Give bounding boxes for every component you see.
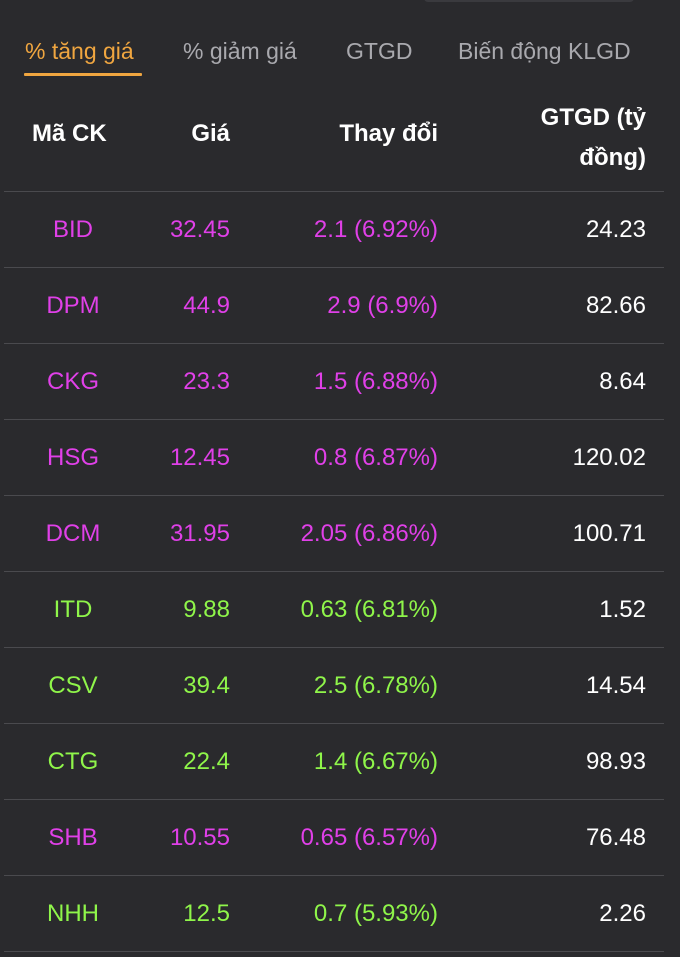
stock-change: 0.8 (6.87%) bbox=[313, 444, 438, 471]
stock-code[interactable]: BID bbox=[52, 216, 93, 243]
stock-gtgd: 14.54 bbox=[585, 672, 646, 699]
stock-code[interactable]: DPM bbox=[46, 292, 100, 319]
stock-change: 2.9 (6.9%) bbox=[327, 292, 438, 319]
tab-percent-increase[interactable]: % tăng giá bbox=[25, 38, 134, 64]
stock-code[interactable]: CKG bbox=[46, 368, 99, 395]
stock-code[interactable]: ITD bbox=[53, 596, 93, 623]
top-handle bbox=[424, 0, 634, 2]
table-row[interactable]: ITD 9.88 0.63 (6.81%) 1.52 bbox=[4, 572, 664, 648]
header-code[interactable]: Mã CK bbox=[32, 120, 107, 147]
stock-gtgd: 76.48 bbox=[585, 824, 646, 851]
stock-gtgd: 120.02 bbox=[572, 444, 646, 471]
active-tab-indicator bbox=[24, 73, 142, 76]
stock-code[interactable]: CSV bbox=[48, 672, 98, 699]
table-row[interactable]: NHH 12.5 0.7 (5.93%) 2.26 bbox=[4, 876, 664, 952]
stock-change: 0.63 (6.81%) bbox=[300, 596, 438, 623]
stock-change: 2.1 (6.92%) bbox=[313, 216, 438, 243]
table-row[interactable]: DPM 44.9 2.9 (6.9%) 82.66 bbox=[4, 268, 664, 344]
stock-table: Mã CK Giá Thay đổi GTGD (tỷ đồng) BID 32.… bbox=[4, 90, 664, 952]
stock-gtgd: 24.23 bbox=[585, 216, 646, 243]
stock-code[interactable]: CTG bbox=[47, 748, 99, 775]
table-row[interactable]: DCM 31.95 2.05 (6.86%) 100.71 bbox=[4, 496, 664, 572]
stock-price: 39.4 bbox=[183, 672, 230, 699]
table-body: BID 32.45 2.1 (6.92%) 24.23 DPM 44.9 2.9 (6.9%… bbox=[4, 192, 664, 952]
stock-code[interactable]: HSG bbox=[46, 444, 99, 471]
stock-price: 22.4 bbox=[183, 748, 230, 775]
stock-price: 44.9 bbox=[183, 292, 230, 319]
stock-price: 31.95 bbox=[169, 520, 230, 547]
stock-gtgd: 98.93 bbox=[585, 748, 646, 775]
stock-gtgd: 1.52 bbox=[599, 596, 646, 623]
stock-price: 10.55 bbox=[169, 824, 230, 851]
stock-price: 32.45 bbox=[169, 216, 230, 243]
stock-gtgd: 2.26 bbox=[599, 900, 646, 927]
tab-volume-change[interactable]: Biến động KLGD bbox=[458, 38, 631, 64]
tab-percent-decrease[interactable]: % giảm giá bbox=[183, 38, 297, 64]
table-row[interactable]: BID 32.45 2.1 (6.92%) 24.23 bbox=[4, 192, 664, 268]
stock-gtgd: 8.64 bbox=[599, 368, 646, 395]
stock-price: 23.3 bbox=[183, 368, 230, 395]
table-row[interactable]: HSG 12.45 0.8 (6.87%) 120.02 bbox=[4, 420, 664, 496]
stock-change: 2.05 (6.86%) bbox=[300, 520, 438, 547]
table-row[interactable]: CSV 39.4 2.5 (6.78%) 14.54 bbox=[4, 648, 664, 724]
stock-code[interactable]: NHH bbox=[47, 900, 99, 927]
stock-gtgd: 82.66 bbox=[585, 292, 646, 319]
table-row[interactable]: CKG 23.3 1.5 (6.88%) 8.64 bbox=[4, 344, 664, 420]
stock-code[interactable]: SHB bbox=[48, 824, 98, 851]
stock-code[interactable]: DCM bbox=[45, 520, 101, 547]
stock-gtgd: 100.71 bbox=[572, 520, 646, 547]
stock-change: 1.4 (6.67%) bbox=[313, 748, 438, 775]
stock-change: 1.5 (6.88%) bbox=[313, 368, 438, 395]
stock-change: 2.5 (6.78%) bbox=[313, 672, 438, 699]
tab-bar: % tăng giá % giảm giá GTGD Biến động KLG… bbox=[0, 0, 680, 90]
table-header: Mã CK Giá Thay đổi GTGD (tỷ đồng) bbox=[4, 90, 664, 192]
stock-price: 12.5 bbox=[183, 900, 230, 927]
stock-change: 0.65 (6.57%) bbox=[300, 824, 438, 851]
header-change[interactable]: Thay đổi bbox=[339, 120, 438, 147]
stock-price: 9.88 bbox=[183, 596, 230, 623]
stock-change: 0.7 (5.93%) bbox=[313, 900, 438, 927]
table-row[interactable]: CTG 22.4 1.4 (6.67%) 98.93 bbox=[4, 724, 664, 800]
header-gtgd[interactable]: GTGD (tỷ đồng) bbox=[540, 104, 646, 171]
stock-price: 12.45 bbox=[169, 444, 230, 471]
header-price[interactable]: Giá bbox=[191, 120, 230, 147]
table-row[interactable]: SHB 10.55 0.65 (6.57%) 76.48 bbox=[4, 800, 664, 876]
tab-gtgd[interactable]: GTGD bbox=[346, 38, 413, 64]
